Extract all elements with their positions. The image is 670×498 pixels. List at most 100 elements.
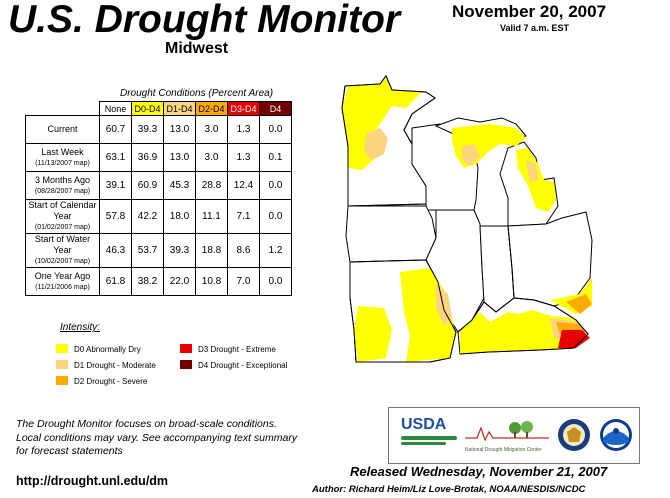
legend-swatch [180,360,192,369]
disclaimer-note: The Drought Monitor focuses on broad-sca… [16,418,297,459]
table-cell: 57.8 [99,199,132,234]
table-row: Start of Calendar Year (01/02/2007 map) 57… [25,199,292,234]
table-row: Start of Water Year (10/02/2007 map) 46.3 5… [25,233,292,268]
table-cell: 12.4 [227,171,260,200]
region-label: Midwest [165,40,229,57]
table-cell: 18.0 [163,199,196,234]
table-row: One Year Ago (11/21/2006 map) 61.8 38.2 22.0… [25,267,292,296]
col-header-none: None [99,101,132,116]
legend-label: D3 Drought - Extreme [198,345,276,354]
table-cell: 63.1 [99,143,132,172]
mo-d1-area [436,284,452,326]
map-title: U.S. Drought Monitor [8,0,401,41]
table-cell: 39.3 [131,115,164,144]
table-cell: 38.2 [131,267,164,296]
doc-seal-icon [558,419,590,451]
row-label-date: (10/02/2007 map) [34,258,91,265]
table-cell: 39.1 [99,171,132,200]
midwest-drought-map [341,75,593,363]
ndmc-logo: National Drought Mitigation Center [465,420,549,454]
row-label-text: 3 Months Ago [34,174,91,185]
author-credit: Author: Richard Heim/Liz Love-Brotak, NO… [312,484,586,495]
col-header-d0-d4: D0-D4 [131,101,164,116]
table-cell: 39.3 [163,233,196,268]
legend-swatch [56,360,68,369]
legend-label: D0 Abnormally Dry [74,345,141,354]
ndmc-logo-text: National Drought Mitigation Center [465,447,542,453]
noaa-logo-icon [600,419,632,451]
table-cell: 8.6 [227,233,260,268]
table-cell: 13.0 [163,143,196,172]
table-cell: 0.1 [259,143,292,172]
state-iowa [345,205,437,263]
table-cell: 11.1 [195,199,228,234]
row-label: One Year Ago (11/21/2006 map) [25,267,100,296]
legend-item: D4 Drought - Exceptional [180,360,287,370]
table-cell: 28.8 [195,171,228,200]
row-label-text: Current [47,124,78,134]
legend-title: Intensity: [60,322,101,333]
col-header-d2-d4: D2-D4 [195,101,228,116]
table-cell: 42.2 [131,199,164,234]
drought-monitor-url[interactable]: http://drought.unl.edu/dm [16,474,169,488]
row-label-date: (11/13/2007 map) [35,159,90,167]
row-label: Start of Calendar Year (01/02/2007 map) [25,199,100,234]
mn-d1-area [364,128,388,160]
table-cell: 1.3 [227,143,260,172]
legend-swatch [180,344,192,353]
row-label: Start of Water Year (10/02/2007 map) [25,233,100,268]
table-cell: 7.1 [227,199,260,234]
table-cell: 7.0 [227,267,260,296]
table-row: 3 Months Ago (08/28/2007 map) 39.1 60.9 45.3… [25,171,292,200]
table-cell: 0.0 [259,171,292,200]
col-header-d4: D4 [259,101,292,116]
note-line-2: Local conditions may vary. See accompany… [16,431,298,444]
note-line-3: for forecast statements [16,445,123,457]
legend-item: D0 Abnormally Dry [56,344,141,354]
table-cell: 1.2 [259,233,292,268]
table-cell: 22.0 [163,267,196,296]
row-label: Last Week (11/13/2007 map) [25,143,100,172]
table-cell: 0.0 [259,267,292,296]
row-label: Current [25,115,100,144]
valid-time: Valid 7 a.m. EST [500,23,570,33]
mo-sw-d0-area [354,306,392,362]
table-cell: 18.8 [195,233,228,268]
table-row: Current 60.7 39.3 13.0 3.0 1.3 0.0 [25,115,292,144]
row-label-text: Start of Water Year [34,234,91,255]
tree-icon [465,421,549,442]
legend-item: D2 Drought - Severe [56,376,147,386]
col-header-d3-d4: D3-D4 [227,101,260,116]
legend-swatch [56,344,68,353]
row-label-text: One Year Ago [34,270,91,281]
table-cell: 61.8 [99,267,132,296]
table-cell: 3.0 [195,115,228,144]
legend-label: D2 Drought - Severe [74,377,148,386]
legend-label: D1 Drought - Moderate [74,361,156,370]
row-label-text: Start of Calendar Year [28,200,97,221]
state-ohio [507,211,593,307]
row-label: 3 Months Ago (08/28/2007 map) [25,171,100,200]
legend-swatch [56,376,68,385]
table-cell: 0.0 [259,115,292,144]
map-date: November 20, 2007 [452,2,607,21]
legend-item: D3 Drought - Extreme [180,344,276,354]
usda-logo: USDA [401,416,457,454]
legend-item: D1 Drought - Moderate [56,360,156,370]
table-cell: 13.0 [163,115,196,144]
table-cell: 10.8 [195,267,228,296]
mi-d1-area [462,144,480,166]
table-cell: 0.0 [259,199,292,234]
oh-d2-area [566,294,592,314]
drought-conditions-table: None D0-D4 D1-D4 D2-D4 D3-D4 D4 Current 6… [25,101,292,296]
table-caption: Drought Conditions (Percent Area) [120,88,274,99]
table-cell: 1.3 [227,115,260,144]
note-line-1: The Drought Monitor focuses on broad-sca… [16,418,277,430]
table-cell: 60.7 [99,115,132,144]
table-cell: 60.9 [131,171,164,200]
table-cell: 3.0 [195,143,228,172]
row-label-date: (01/02/2007 map) [34,224,91,231]
table-row: Last Week (11/13/2007 map) 63.1 36.9 13.0 3.0… [25,143,292,172]
col-header-d1-d4: D1-D4 [163,101,196,116]
table-corner [26,102,100,116]
